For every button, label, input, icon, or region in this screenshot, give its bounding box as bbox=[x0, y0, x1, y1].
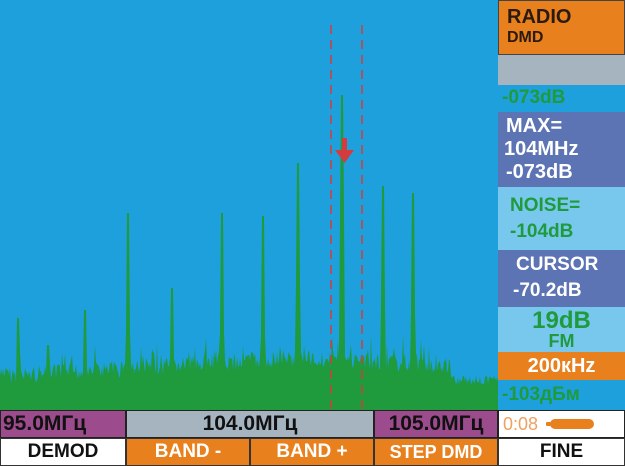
start-freq[interactable]: 95.0МГц bbox=[0, 410, 126, 438]
status-area: 0:08 bbox=[498, 410, 625, 438]
bandwidth-box[interactable]: 200кHz bbox=[498, 352, 625, 380]
gray-bar bbox=[498, 55, 625, 85]
level-bottom: -103дБм bbox=[502, 384, 580, 405]
cursor-label: CURSOR bbox=[516, 254, 599, 275]
level-top: -073dB bbox=[502, 87, 566, 108]
snr-box: 19dB FM bbox=[498, 307, 625, 352]
spectrum-display[interactable] bbox=[0, 0, 498, 410]
fine-button[interactable]: FINE bbox=[498, 438, 625, 466]
step-dmd-button[interactable]: STEP DMD bbox=[374, 438, 498, 466]
max-label: MAX= bbox=[506, 115, 563, 137]
demod-button[interactable]: DEMOD bbox=[0, 438, 126, 466]
modulation-value: FM bbox=[548, 331, 575, 351]
max-level: -073dB bbox=[506, 161, 573, 183]
clock-label: 0:08 bbox=[503, 413, 539, 434]
mode-title: RADIO bbox=[507, 6, 572, 28]
mode-subtitle: DMD bbox=[507, 29, 544, 46]
info-panel: RADIO DMD -073dB MAX= 104MHz -073dB NOIS… bbox=[498, 0, 625, 410]
cursor-box: CURSOR -70.2dB bbox=[498, 250, 625, 307]
noise-level: -104dB bbox=[510, 221, 574, 242]
mode-box[interactable]: RADIO DMD bbox=[498, 0, 625, 55]
band-plus-button[interactable]: BAND + bbox=[250, 438, 374, 466]
max-freq: 104MHz bbox=[504, 138, 579, 160]
spectrum-trace bbox=[0, 95, 498, 410]
center-freq-label: 104.0МГц bbox=[202, 412, 298, 435]
stop-freq[interactable]: 105.0МГц bbox=[374, 410, 498, 438]
stop-freq-label: 105.0МГц bbox=[388, 412, 484, 435]
noise-box: NOISE= -104dB bbox=[498, 187, 625, 250]
peak-marker-icon bbox=[335, 138, 354, 163]
spectrum-plot bbox=[0, 25, 498, 410]
cursor-level: -70.2dB bbox=[513, 280, 582, 301]
band-minus-button[interactable]: BAND - bbox=[126, 438, 250, 466]
start-freq-label: 95.0МГц bbox=[3, 412, 87, 435]
max-box: MAX= 104MHz -073dB bbox=[498, 112, 625, 187]
battery-icon bbox=[546, 419, 595, 429]
center-freq[interactable]: 104.0МГц bbox=[126, 410, 374, 438]
noise-label: NOISE= bbox=[510, 195, 581, 216]
snr-value: 19dB bbox=[532, 307, 591, 334]
